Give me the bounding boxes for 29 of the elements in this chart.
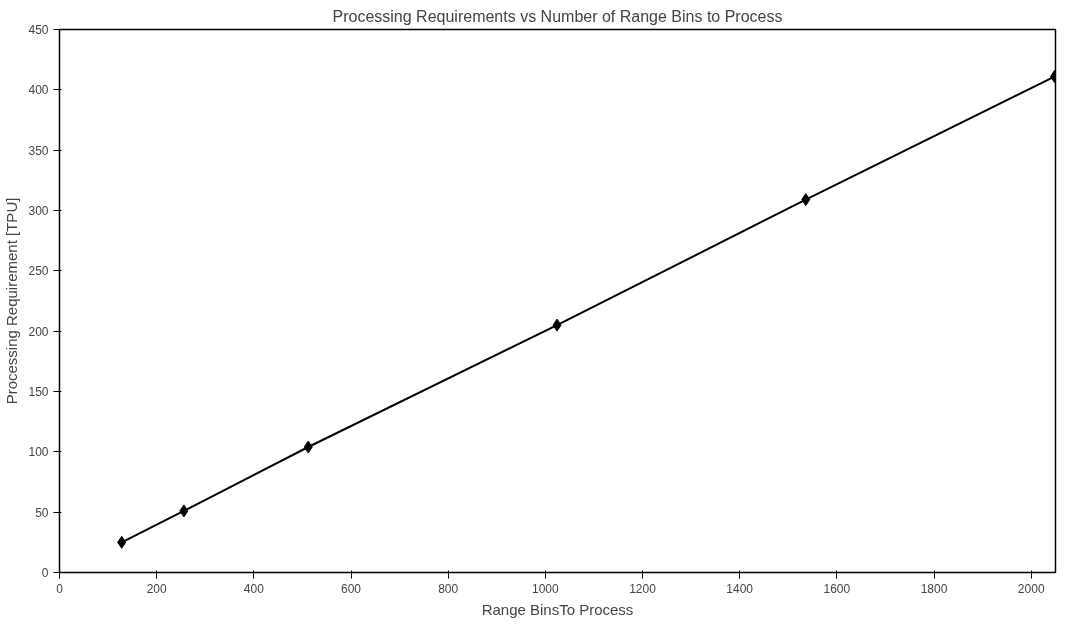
x-tick-label: 1400 xyxy=(726,581,754,596)
y-axis-title: Processing Requirement [TPU] xyxy=(3,197,21,405)
x-tick-label: 1800 xyxy=(920,581,948,596)
x-axis-title: Range BinsTo Process xyxy=(481,600,634,618)
y-tick-label: 250 xyxy=(28,264,49,279)
y-tick-label: 200 xyxy=(28,324,49,339)
y-tick-label: 300 xyxy=(28,204,49,218)
y-tick-label: 400 xyxy=(28,83,49,98)
y-tick-label: 50 xyxy=(35,505,49,520)
x-tick-label: 2000 xyxy=(1017,581,1045,596)
y-tick-label: 100 xyxy=(28,445,49,460)
x-tick-label: 0 xyxy=(56,581,64,596)
point xyxy=(552,318,562,332)
x-tick-label: 800 xyxy=(438,581,459,596)
y-tick-label: 150 xyxy=(28,385,49,399)
point xyxy=(303,440,313,454)
point xyxy=(801,193,811,207)
point xyxy=(179,504,189,518)
x-tick-label: 600 xyxy=(341,581,362,596)
x-tick-label: 1000 xyxy=(532,581,560,596)
x-tick-label: 1200 xyxy=(629,581,657,596)
chart-title: Processing Requirements vs Number of Range Bins to Process xyxy=(332,7,783,25)
x-tick-label: 400 xyxy=(243,581,265,596)
point xyxy=(117,535,127,549)
x-tick-label: 200 xyxy=(146,581,168,596)
x-tick-label: 1600 xyxy=(823,581,851,596)
y-tick-label: 450 xyxy=(28,23,49,37)
y-tick-label: 350 xyxy=(28,143,49,158)
y-tick-label: 0 xyxy=(41,566,49,580)
